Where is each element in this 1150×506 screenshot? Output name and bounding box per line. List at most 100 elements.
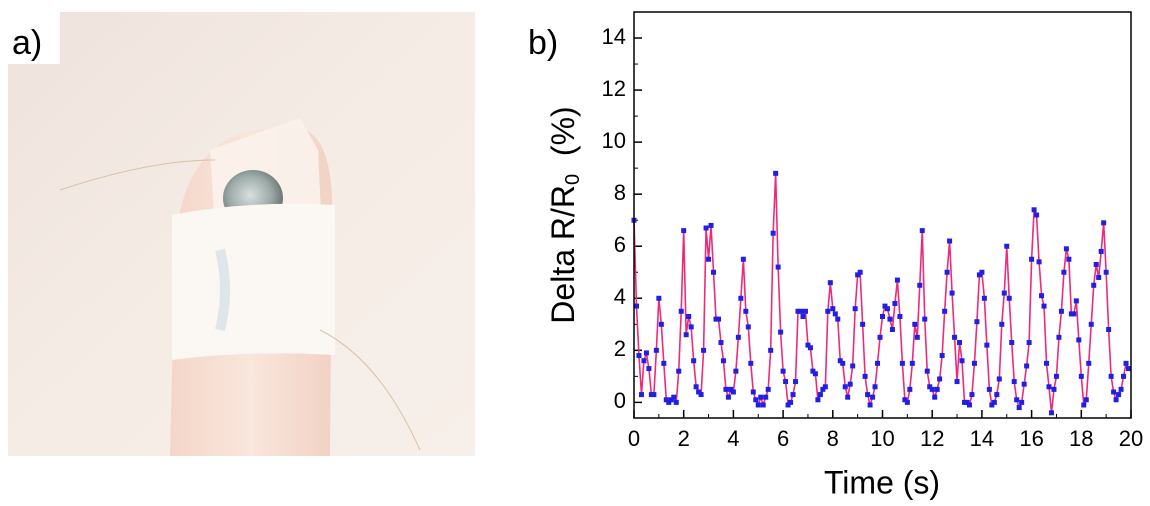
data-point bbox=[1083, 397, 1089, 403]
y-axis-title: Delta R/R0 (%) bbox=[545, 106, 584, 323]
y-axis-title-unit: (%) bbox=[545, 106, 581, 174]
data-point bbox=[907, 386, 913, 392]
x-tick-label: 12 bbox=[920, 426, 944, 451]
x-tick-label: 0 bbox=[628, 426, 640, 451]
data-point bbox=[797, 308, 803, 314]
data-point bbox=[957, 340, 963, 346]
data-point bbox=[760, 402, 766, 408]
data-point bbox=[755, 402, 761, 408]
data-point bbox=[979, 269, 985, 275]
data-point bbox=[964, 399, 970, 405]
data-point bbox=[904, 399, 910, 405]
data-point bbox=[1063, 246, 1069, 252]
data-point bbox=[656, 295, 662, 301]
data-point bbox=[1021, 381, 1027, 387]
data-point bbox=[986, 386, 992, 392]
data-point bbox=[870, 394, 876, 400]
x-tick-label: 18 bbox=[1069, 426, 1093, 451]
data-point bbox=[894, 277, 900, 283]
data-point bbox=[1031, 207, 1037, 213]
data-point bbox=[1126, 366, 1132, 372]
data-point bbox=[924, 368, 930, 374]
data-point bbox=[981, 295, 987, 301]
data-point bbox=[728, 386, 734, 392]
data-point bbox=[862, 373, 868, 379]
data-point bbox=[683, 332, 689, 338]
data-point bbox=[723, 386, 729, 392]
data-point bbox=[850, 363, 856, 369]
data-point bbox=[922, 316, 928, 322]
data-point bbox=[780, 368, 786, 374]
data-point bbox=[703, 225, 709, 231]
data-point bbox=[810, 368, 816, 374]
data-point bbox=[676, 368, 682, 374]
data-point bbox=[902, 397, 908, 403]
data-point bbox=[1026, 340, 1032, 346]
data-point bbox=[1106, 327, 1112, 333]
data-point bbox=[1029, 256, 1035, 262]
data-point bbox=[875, 360, 881, 366]
data-point bbox=[638, 392, 644, 398]
data-point bbox=[837, 358, 843, 364]
data-point bbox=[887, 316, 893, 322]
data-point bbox=[1039, 293, 1045, 299]
data-point bbox=[1103, 269, 1109, 275]
data-point bbox=[701, 347, 707, 353]
data-point bbox=[817, 392, 823, 398]
data-point bbox=[666, 399, 672, 405]
data-point bbox=[745, 324, 751, 330]
data-point bbox=[765, 386, 771, 392]
data-point bbox=[651, 392, 657, 398]
data-point bbox=[1096, 274, 1102, 280]
data-point bbox=[1058, 308, 1064, 314]
data-point bbox=[1044, 360, 1050, 366]
data-point bbox=[735, 334, 741, 340]
data-point bbox=[939, 353, 945, 359]
data-point bbox=[643, 350, 649, 356]
data-point bbox=[1071, 311, 1077, 317]
data-point bbox=[835, 316, 841, 322]
data-point bbox=[974, 319, 980, 325]
data-point bbox=[1113, 397, 1119, 403]
data-point bbox=[805, 342, 811, 348]
plot-area: 0 2 4 6 8 10 12 14 0 2 4 6 8 10 12 14 16 18 20 bbox=[602, 24, 1144, 451]
data-point bbox=[1048, 410, 1054, 416]
data-point bbox=[832, 311, 838, 317]
x-tick-label: 4 bbox=[727, 426, 739, 451]
data-point bbox=[952, 334, 958, 340]
data-point bbox=[897, 314, 903, 319]
data-point bbox=[688, 324, 694, 330]
data-point bbox=[845, 394, 851, 400]
data-point bbox=[740, 256, 746, 262]
data-point bbox=[773, 170, 779, 176]
data-point bbox=[743, 308, 749, 314]
data-point bbox=[1081, 402, 1087, 408]
data-point bbox=[852, 306, 858, 312]
data-point bbox=[1041, 303, 1047, 309]
data-point bbox=[1006, 295, 1012, 301]
data-point bbox=[877, 334, 883, 340]
data-point bbox=[807, 345, 813, 351]
data-point bbox=[671, 394, 677, 400]
y-tick-label: 0 bbox=[614, 388, 626, 413]
data-point bbox=[1086, 360, 1092, 366]
data-point bbox=[668, 397, 674, 403]
data-point bbox=[633, 303, 639, 309]
data-point bbox=[934, 386, 940, 392]
y-tick-label: 4 bbox=[614, 284, 626, 309]
data-point bbox=[815, 397, 821, 403]
data-point bbox=[646, 366, 652, 372]
data-point bbox=[1034, 212, 1040, 218]
data-point bbox=[693, 384, 699, 390]
data-point bbox=[1004, 243, 1010, 249]
data-point bbox=[790, 392, 796, 398]
data-point bbox=[1098, 248, 1104, 254]
data-point bbox=[775, 264, 781, 270]
x-tick-label: 10 bbox=[870, 426, 894, 451]
data-point bbox=[944, 269, 950, 275]
data-point bbox=[971, 360, 977, 366]
data-point bbox=[984, 342, 990, 348]
data-point bbox=[750, 389, 756, 395]
data-point bbox=[783, 379, 789, 385]
